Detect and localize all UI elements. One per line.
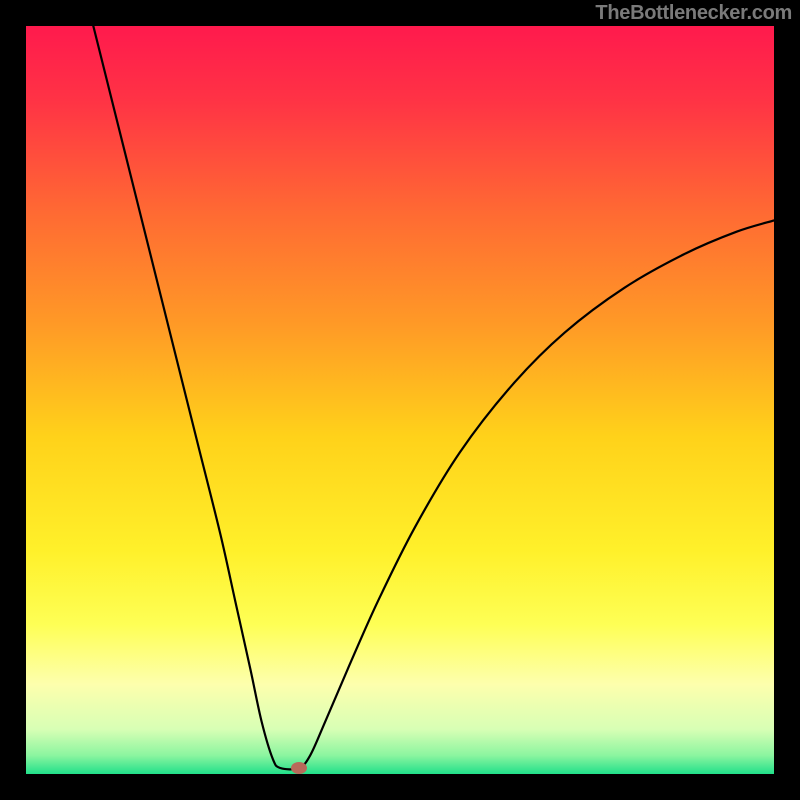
watermark-text: TheBottlenecker.com	[595, 2, 792, 25]
bottleneck-chart	[26, 26, 774, 774]
chart-container: TheBottlenecker.com	[0, 0, 800, 800]
gradient-background	[26, 26, 774, 774]
optimal-point-marker	[291, 762, 307, 774]
